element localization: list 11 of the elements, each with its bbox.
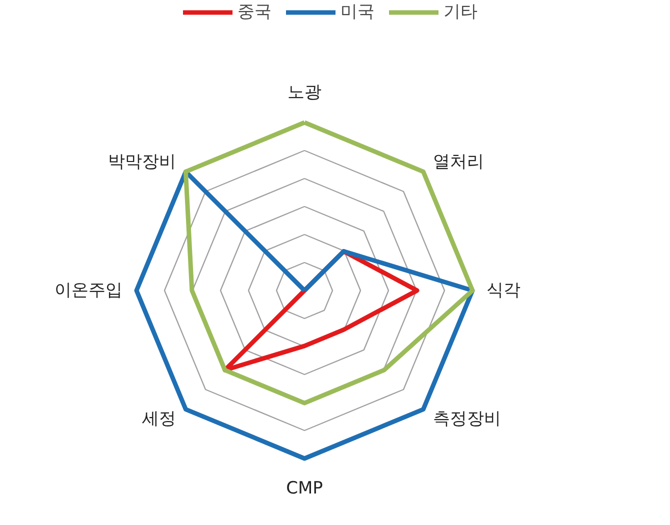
- spoke-label: 이온주입: [54, 280, 122, 300]
- spoke-label: CMP: [286, 478, 323, 498]
- spoke-label: 노광: [288, 82, 322, 102]
- legend-label: 중국: [238, 1, 272, 23]
- spoke-label: 세정: [142, 409, 176, 430]
- legend-label: 미국: [340, 1, 374, 23]
- spoke-label: 박막장비: [108, 152, 176, 172]
- spoke-label: 식각: [486, 280, 520, 300]
- legend-label: 기타: [444, 1, 478, 23]
- spoke-label: 측정장비: [433, 409, 502, 430]
- spoke-label: 열처리: [433, 152, 484, 172]
